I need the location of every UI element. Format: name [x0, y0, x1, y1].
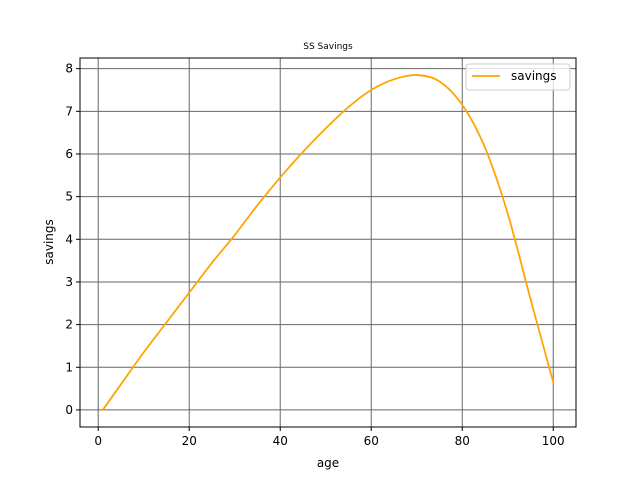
y-tick-label: 4 [65, 232, 73, 246]
chart-title: SS Savings [303, 42, 353, 52]
legend-box [465, 63, 571, 91]
y-axis-label: savings [42, 219, 56, 265]
y-tick-label: 0 [65, 403, 73, 417]
y-tick-label: 6 [65, 147, 73, 161]
legend: savings [465, 63, 571, 91]
x-tick-label: 0 [94, 434, 102, 448]
y-tick-label: 1 [65, 360, 73, 374]
axis-ticks: 0 20 40 60 80 100 0 1 2 3 4 5 6 7 8 [65, 62, 564, 448]
plot-frame [79, 57, 577, 428]
y-tick-label: 5 [65, 190, 73, 204]
y-tick-label: 8 [65, 62, 73, 76]
y-tick-label: 2 [65, 318, 73, 332]
x-tick-label: 60 [364, 434, 379, 448]
series-line-savings [101, 74, 555, 412]
x-axis-label: age [317, 456, 339, 470]
legend-label-savings: savings [511, 69, 557, 83]
x-tick-label: 20 [182, 434, 197, 448]
x-tick-label: 80 [455, 434, 470, 448]
grid-lines [80, 58, 576, 427]
series-layer [101, 74, 555, 412]
y-tick-label: 3 [65, 275, 73, 289]
y-tick-label: 7 [65, 104, 73, 118]
x-tick-label: 100 [542, 434, 565, 448]
x-tick-label: 40 [273, 434, 288, 448]
